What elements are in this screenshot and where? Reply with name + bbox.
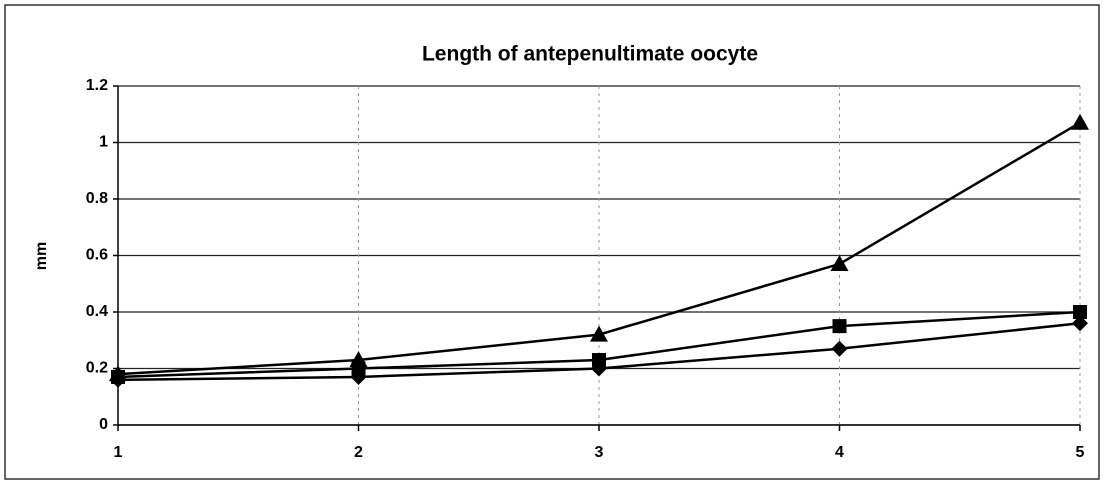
marker xyxy=(109,365,127,382)
y-tick-label: 1 xyxy=(99,134,108,151)
marker xyxy=(832,319,847,334)
marker xyxy=(830,254,849,271)
y-axis-label: mm xyxy=(33,242,50,270)
marker xyxy=(592,353,606,368)
marker xyxy=(349,351,368,368)
marker xyxy=(831,340,848,357)
y-tick-label: 0.2 xyxy=(86,360,108,377)
x-tick-label: 5 xyxy=(1076,444,1085,461)
x-tick-label: 3 xyxy=(595,444,604,461)
y-tick-label: 0 xyxy=(99,416,108,433)
chart-title: Length of antepenultimate oocyte xyxy=(422,43,758,66)
y-tick-label: 1.2 xyxy=(86,77,108,94)
marker xyxy=(1073,305,1087,319)
x-tick-label: 2 xyxy=(354,444,363,461)
x-tick-label: 1 xyxy=(114,444,123,461)
chart-frame xyxy=(4,4,1100,480)
marker xyxy=(590,325,608,342)
y-tick-label: 0.8 xyxy=(86,190,108,207)
marker xyxy=(1072,315,1088,332)
x-tick-label: 4 xyxy=(835,444,844,461)
marker xyxy=(1071,113,1089,130)
y-tick-label: 0.4 xyxy=(86,303,108,320)
y-tick-label: 0.6 xyxy=(86,247,108,264)
